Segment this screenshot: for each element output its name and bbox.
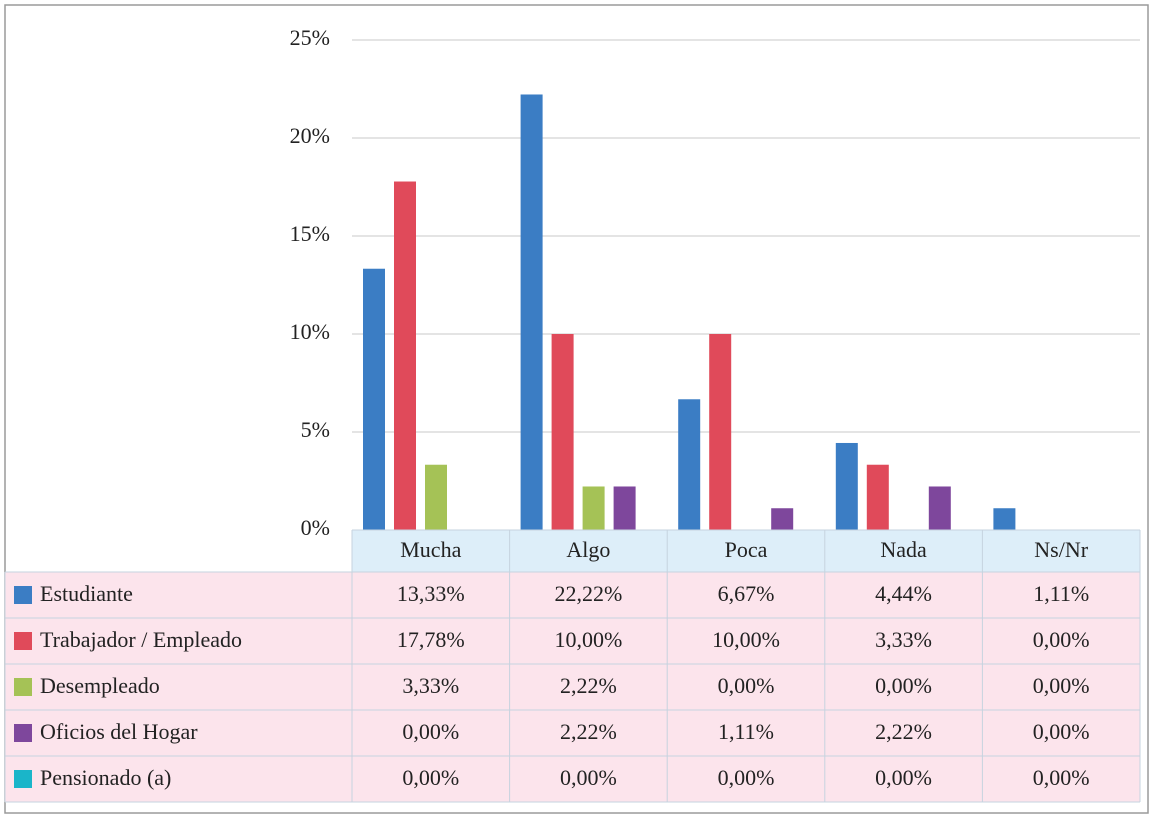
chart-border (4, 4, 1149, 814)
table-value: 0,00% (718, 765, 775, 790)
table-value: 3,33% (875, 627, 932, 652)
table-value: 0,00% (875, 673, 932, 698)
table-value: 17,78% (397, 627, 465, 652)
bar (771, 508, 794, 530)
legend-swatch (14, 770, 32, 788)
bar (363, 268, 385, 530)
bar (394, 181, 416, 530)
x-tick-label: Ns/Nr (1034, 537, 1088, 562)
y-tick-label: 5% (301, 417, 330, 442)
legend-label: Estudiante (40, 581, 133, 606)
table-value: 1,11% (718, 719, 774, 744)
x-tick-label: Mucha (400, 537, 461, 562)
table-header-bg (352, 530, 1140, 572)
legend-swatch (14, 632, 32, 650)
table-value: 1,11% (1033, 581, 1089, 606)
y-tick-label: 15% (290, 221, 330, 246)
table-value: 0,00% (1033, 627, 1090, 652)
bar (425, 464, 447, 530)
legend-label: Pensionado (a) (40, 765, 171, 790)
table-value: 0,00% (875, 765, 932, 790)
table-value: 10,00% (712, 627, 780, 652)
y-tick-label: 25% (290, 25, 330, 50)
table-value: 6,67% (718, 581, 775, 606)
bar (582, 486, 605, 530)
table-value: 0,00% (560, 765, 617, 790)
table-value: 2,22% (875, 719, 932, 744)
legend-label: Oficios del Hogar (40, 719, 198, 744)
table-value: 0,00% (1033, 765, 1090, 790)
bar (613, 486, 636, 530)
x-tick-label: Poca (725, 537, 768, 562)
legend-label: Desempleado (40, 673, 160, 698)
y-tick-label: 10% (290, 319, 330, 344)
y-tick-label: 20% (290, 123, 330, 148)
bar (928, 486, 951, 530)
legend-label: Trabajador / Empleado (40, 627, 242, 652)
x-tick-label: Algo (566, 537, 610, 562)
bar (520, 94, 543, 530)
table-value: 3,33% (402, 673, 459, 698)
bar (993, 508, 1016, 530)
table-value: 0,00% (718, 673, 775, 698)
bar (835, 442, 858, 530)
x-tick-label: Nada (880, 537, 927, 562)
table-value: 13,33% (397, 581, 465, 606)
bar (709, 334, 732, 530)
table-value: 0,00% (402, 719, 459, 744)
bar (551, 334, 574, 530)
table-value: 0,00% (402, 765, 459, 790)
bar (678, 399, 701, 530)
y-tick-label: 0% (301, 515, 330, 540)
legend-swatch (14, 724, 32, 742)
table-value: 4,44% (875, 581, 932, 606)
table-value: 2,22% (560, 673, 617, 698)
table-value: 22,22% (554, 581, 622, 606)
table-body-bg (5, 572, 1140, 802)
legend-swatch (14, 678, 32, 696)
table-value: 0,00% (1033, 673, 1090, 698)
table-value: 10,00% (554, 627, 622, 652)
table-value: 2,22% (560, 719, 617, 744)
table-value: 0,00% (1033, 719, 1090, 744)
bar (866, 464, 889, 530)
legend-swatch (14, 586, 32, 604)
